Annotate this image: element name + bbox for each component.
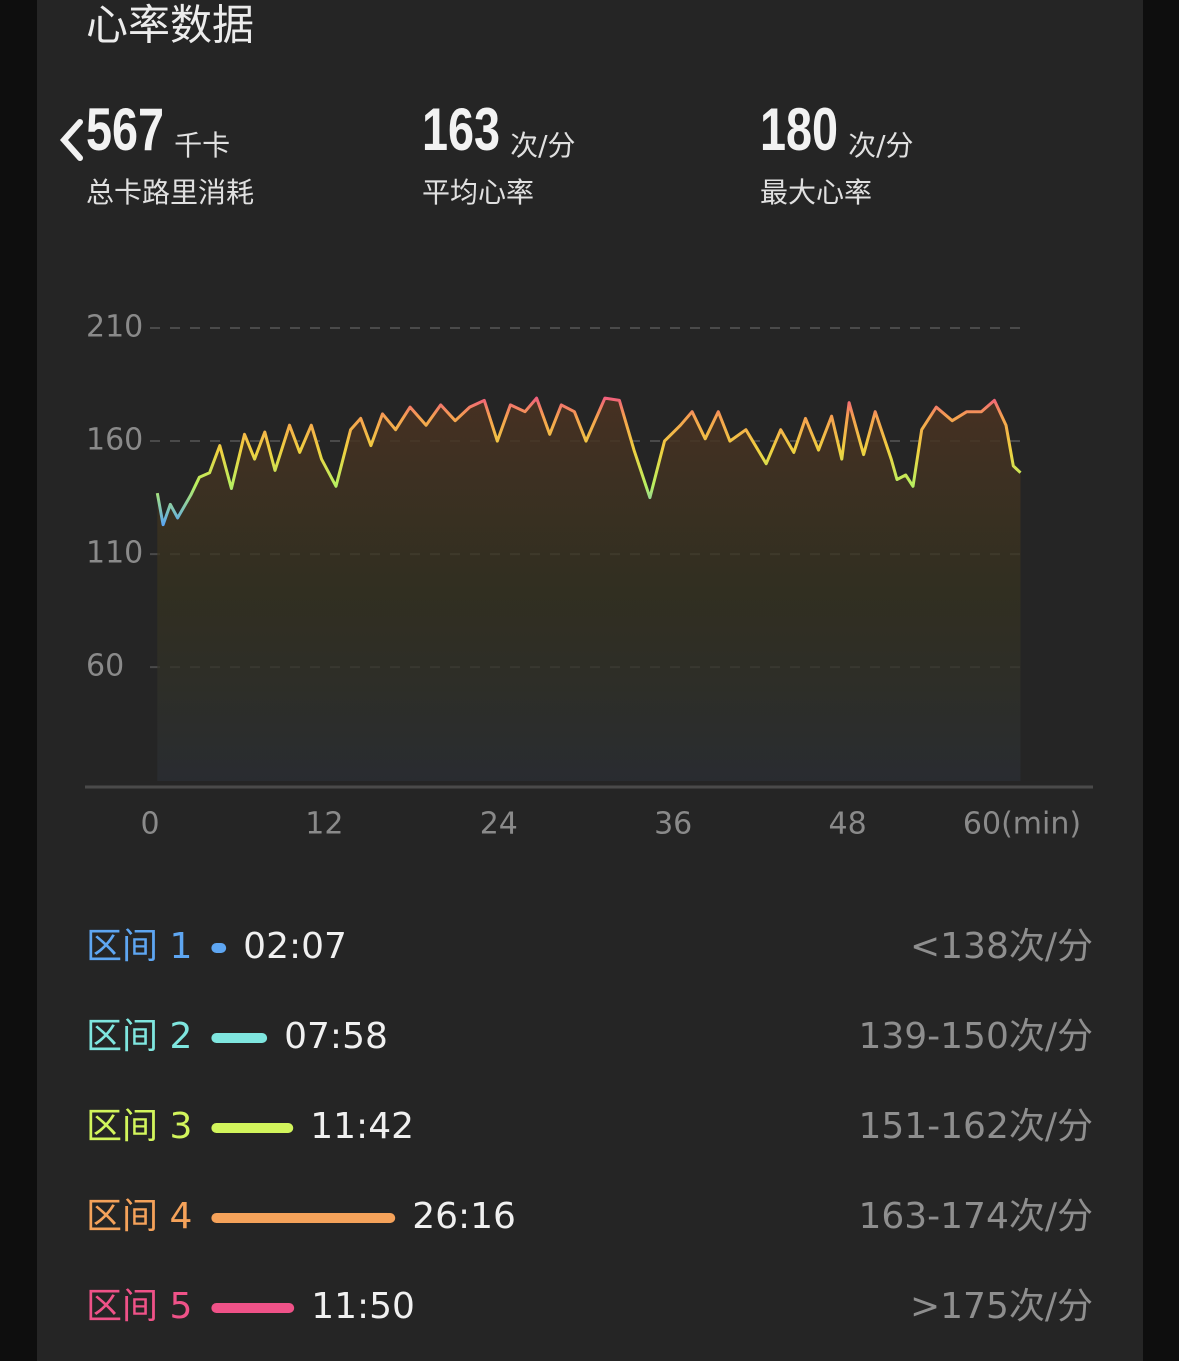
y-tick-label: 110	[86, 536, 143, 571]
zone-range: 139-150次/分	[858, 1016, 1093, 1057]
zone-name: 区间 2	[86, 1016, 192, 1057]
zone-time: 26:16	[412, 1196, 516, 1237]
x-tick-label: 0	[140, 807, 159, 842]
stat-unit: 次/分	[848, 129, 913, 162]
zone-name: 区间 1	[86, 926, 192, 967]
zone-name: 区间 3	[86, 1106, 192, 1147]
zone-range: 163-174次/分	[858, 1196, 1093, 1237]
x-tick-label: 24	[480, 807, 518, 842]
zone-range: 151-162次/分	[858, 1106, 1093, 1147]
stat-value: 567	[86, 96, 164, 163]
y-tick-label: 160	[86, 423, 143, 458]
zone-name: 区间 5	[86, 1286, 192, 1327]
zone-name: 区间 4	[86, 1196, 192, 1237]
stat-label: 平均心率	[422, 176, 534, 209]
x-tick-label: 12	[305, 807, 343, 842]
zone-time: 11:50	[311, 1286, 415, 1327]
area-fill	[157, 398, 1021, 781]
y-tick-label: 210	[86, 310, 143, 345]
zone-time: 02:07	[243, 926, 347, 967]
stat-unit: 千卡	[174, 129, 230, 162]
zone-range: <138次/分	[910, 926, 1093, 967]
x-tick-label: 36	[654, 807, 692, 842]
heart-rate-line	[155, 396, 1022, 527]
stat-value: 180	[760, 96, 838, 163]
x-tick-label: 48	[829, 807, 867, 842]
zone-time: 07:58	[284, 1016, 388, 1057]
stat-value: 163	[422, 96, 500, 163]
back-button[interactable]	[59, 119, 83, 161]
x-tick-label: 60(min)	[963, 807, 1081, 842]
title: 心率数据	[86, 1, 254, 50]
stat-unit: 次/分	[510, 129, 575, 162]
zone-range: >175次/分	[910, 1286, 1093, 1327]
stat-label: 最大心率	[760, 176, 872, 209]
zone-time: 11:42	[310, 1106, 414, 1147]
stat-label: 总卡路里消耗	[86, 176, 254, 209]
y-tick-label: 60	[86, 649, 124, 684]
